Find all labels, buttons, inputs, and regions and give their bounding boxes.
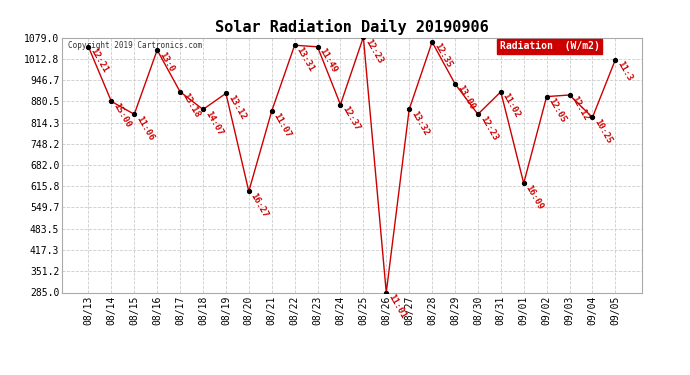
Text: 12:05: 12:05 (546, 97, 568, 124)
Text: 15:00: 15:00 (111, 101, 132, 129)
Text: 10:25: 10:25 (593, 117, 613, 145)
Text: 12:23: 12:23 (478, 114, 499, 142)
Text: 11:02: 11:02 (501, 92, 522, 120)
Text: Radiation  (W/m2): Radiation (W/m2) (500, 41, 600, 51)
Text: 12:35: 12:35 (432, 42, 453, 70)
Text: Copyright 2019 Cartronics.com: Copyright 2019 Cartronics.com (68, 41, 202, 50)
Text: 12:37: 12:37 (340, 105, 362, 132)
Text: 11:07: 11:07 (272, 111, 293, 139)
Text: 13:00: 13:00 (455, 84, 476, 111)
Text: 11:3: 11:3 (615, 60, 634, 83)
Text: 11:01: 11:01 (386, 292, 408, 320)
Text: 12:21: 12:21 (88, 47, 110, 75)
Text: 12:23: 12:23 (364, 37, 384, 65)
Text: 13:18: 13:18 (180, 92, 201, 120)
Text: 14:07: 14:07 (203, 110, 224, 137)
Text: 13:12: 13:12 (226, 93, 247, 121)
Title: Solar Radiation Daily 20190906: Solar Radiation Daily 20190906 (215, 19, 489, 35)
Text: 11:49: 11:49 (317, 47, 339, 75)
Text: 11:06: 11:06 (135, 114, 155, 142)
Text: 16:27: 16:27 (249, 191, 270, 219)
Text: 12:12: 12:12 (569, 95, 591, 123)
Text: 13:0: 13:0 (157, 50, 176, 73)
Text: 13:32: 13:32 (409, 110, 431, 137)
Text: 16:09: 16:09 (524, 183, 545, 211)
Text: 13:31: 13:31 (295, 45, 316, 73)
